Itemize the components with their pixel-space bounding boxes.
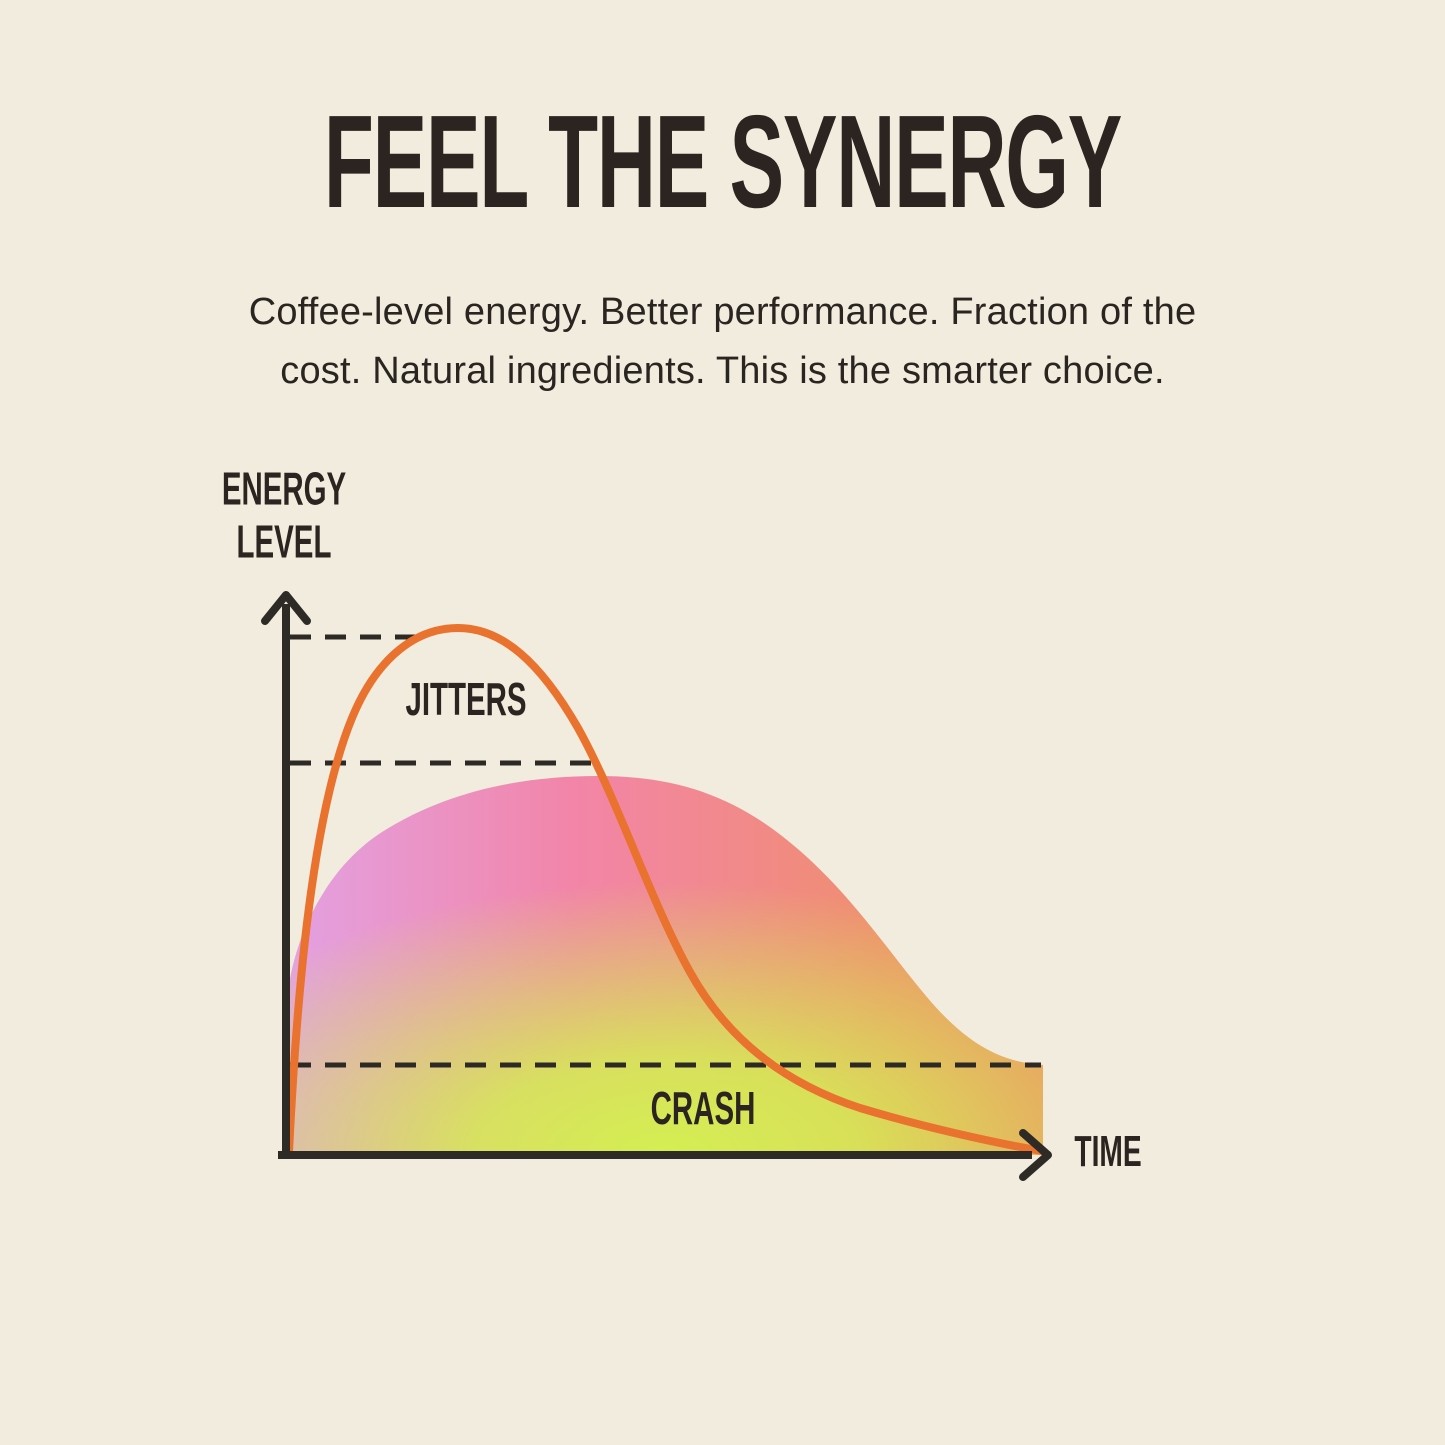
- y-axis-arrowhead-icon: [261, 591, 311, 625]
- y-axis-label-line-2: LEVEL: [236, 516, 332, 568]
- legend: Coffee/Energy drinks zest: [0, 1238, 1445, 1338]
- subtitle: Coffee-level energy. Better performance.…: [0, 283, 1445, 401]
- zest-energy-area-glow: [286, 776, 1043, 1155]
- y-axis-label: ENERGY LEVEL: [222, 463, 346, 570]
- subtitle-line-1: Coffee-level energy. Better performance.…: [248, 291, 1197, 333]
- crash-annotation: CRASH: [650, 1082, 756, 1134]
- x-axis-arrowhead-icon: [1019, 1129, 1052, 1181]
- subtitle-line-2: cost. Natural ingredients. This is the s…: [280, 350, 1165, 392]
- jitters-annotation: JITTERS: [405, 673, 527, 725]
- page-title: FEEL THE SYNERGY: [323, 88, 1122, 235]
- y-axis-label-line-1: ENERGY: [221, 462, 347, 515]
- x-axis-label: TIME: [1074, 1127, 1142, 1176]
- coffee-energy-curve: [285, 623, 1046, 1156]
